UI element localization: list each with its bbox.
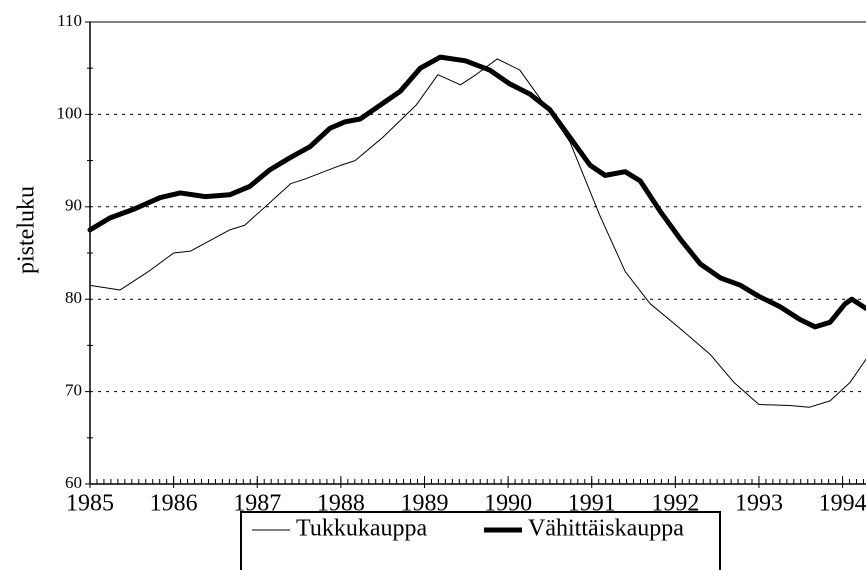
y-tick-label: 110 [57, 11, 82, 30]
y-tick-label: 100 [57, 103, 83, 122]
legend-label: Vähittäiskauppa [528, 516, 684, 542]
legend-label: Tukkukauppa [296, 516, 427, 542]
series-line [89, 58, 866, 408]
x-tick-label: 1985 [66, 491, 114, 517]
series-line [87, 54, 866, 330]
x-tick-label: 1994 [819, 491, 866, 517]
y-tick-label: 80 [65, 288, 82, 307]
x-tick-label: 1986 [150, 491, 198, 517]
legend-box [240, 511, 721, 570]
y-tick-label: 60 [65, 473, 82, 492]
y-tick-label: 90 [65, 196, 82, 215]
y-axis-label: pisteluku [14, 186, 40, 274]
x-tick-label: 1993 [735, 491, 783, 517]
y-tick-label: 70 [65, 381, 82, 400]
